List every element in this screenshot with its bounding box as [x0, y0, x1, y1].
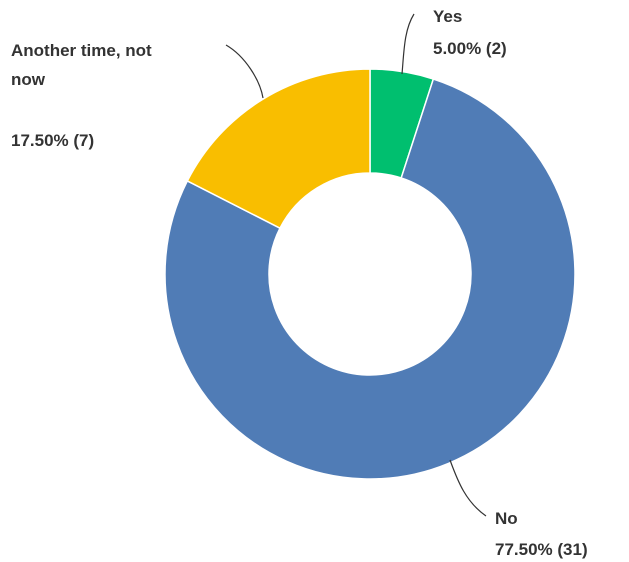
value-another-time: 17.50% (7)	[11, 131, 94, 150]
donut-slices	[164, 68, 576, 480]
leader-line-another-time	[225, 44, 264, 99]
value-no: 77.50% (31)	[495, 540, 588, 559]
leader-line-yes	[401, 13, 415, 75]
label-yes: Yes	[433, 7, 462, 26]
value-yes: 5.00% (2)	[433, 39, 507, 58]
slice-no	[164, 78, 576, 480]
leader-lines	[225, 13, 487, 517]
label-another-time-line-1: Another time, not	[11, 41, 152, 60]
label-another-time-line-2: now	[11, 70, 46, 89]
label-no: No	[495, 509, 518, 528]
leader-line-no	[449, 459, 487, 517]
slice-another-time-not-now	[186, 68, 371, 230]
